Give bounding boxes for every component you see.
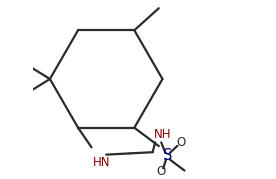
Text: O: O: [176, 136, 185, 149]
Text: NH: NH: [154, 128, 171, 141]
Text: S: S: [163, 148, 172, 163]
Text: HN: HN: [93, 156, 110, 169]
Text: O: O: [156, 165, 166, 178]
